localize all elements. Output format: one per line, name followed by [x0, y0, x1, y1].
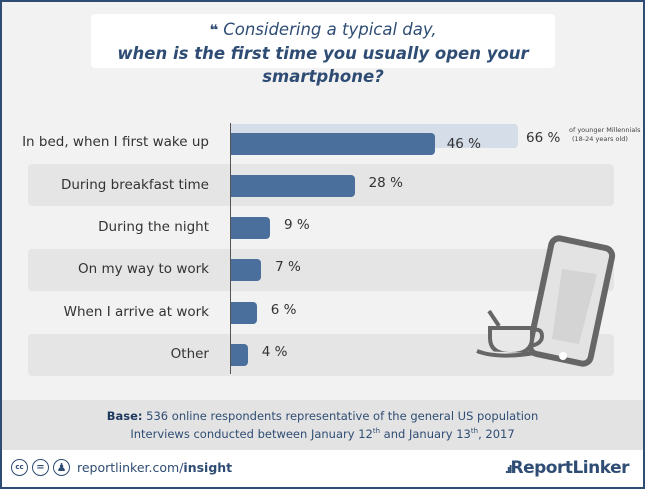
reportlinker-logo[interactable]: .ılReportLinker — [504, 458, 630, 478]
row-stripe — [28, 249, 614, 292]
bar — [230, 259, 262, 282]
bottom-bar: cc = ♟ reportlinker.com/insight .ılRepor… — [2, 450, 643, 487]
category-label: In bed, when I first wake up — [22, 134, 209, 151]
smartphone-icon — [526, 235, 616, 367]
dates-text-1: Interviews conducted between January 12 — [130, 426, 373, 441]
title-line1: Considering a typical day, — [223, 20, 437, 39]
coffee-cup-icon — [476, 309, 545, 358]
bar — [230, 133, 435, 156]
highlight-note-line1: of younger Millennials — [569, 126, 641, 134]
dates-text-2: and January 13 — [380, 426, 471, 441]
base-text: 536 online respondents representative of… — [142, 409, 539, 423]
category-label: When I arrive at work — [63, 303, 209, 320]
category-label: During the night — [98, 219, 209, 235]
base-note: Base: 536 online respondents representat… — [2, 400, 643, 450]
value-label: 7 % — [275, 259, 301, 276]
category-label: Other — [170, 346, 209, 363]
creative-commons-icon[interactable]: cc — [11, 459, 28, 476]
url-plain: reportlinker.com/ — [77, 460, 184, 475]
value-label: 46 % — [446, 136, 481, 153]
value-label: 9 % — [284, 217, 310, 233]
value-label: 4 % — [261, 344, 288, 361]
dates-text-3: , 2017 — [478, 426, 515, 441]
bars-icon: .ıl — [504, 463, 513, 476]
value-label: 6 % — [270, 301, 297, 318]
quote-icon: ❝ — [209, 21, 219, 39]
logo-text: ReportLinker — [510, 458, 629, 478]
value-label: 28 % — [368, 174, 403, 191]
category-label: During breakfast time — [60, 176, 209, 193]
sup-1: th — [372, 427, 381, 435]
highlight-value: 66 % — [526, 130, 561, 146]
attribution-icon[interactable]: ♟ — [53, 459, 70, 476]
highlight-note: of younger Millennials (18-24 years old) — [569, 126, 641, 144]
axis-line — [230, 123, 231, 374]
highlight-note-line2: (18-24 years old) — [572, 135, 628, 143]
title-box: ❝ Considering a typical day, when is the … — [91, 14, 555, 86]
title-line2: when is the first time you usually open … — [117, 44, 529, 86]
base-label: Base: — [106, 409, 143, 423]
bar — [230, 301, 257, 324]
bar — [230, 217, 271, 239]
interview-dates: Interviews conducted between January 12t… — [2, 424, 643, 442]
smartphone-coffee-illustration — [476, 235, 616, 367]
insight-link[interactable]: reportlinker.com/insight — [77, 460, 232, 475]
bar — [230, 344, 248, 367]
category-label: On my way to work — [77, 261, 209, 278]
no-derivatives-icon[interactable]: = — [32, 459, 49, 476]
url-bold: insight — [183, 460, 233, 475]
bar — [230, 174, 355, 197]
sup-2: th — [470, 427, 479, 435]
